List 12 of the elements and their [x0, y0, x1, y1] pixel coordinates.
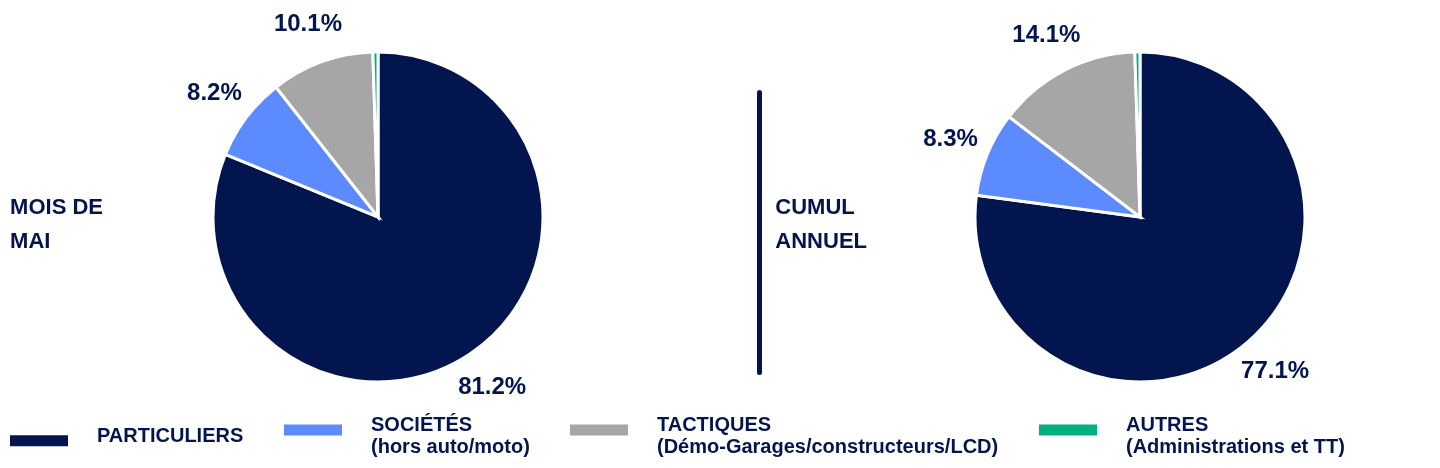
text: MOIS DE MAI: [10, 194, 104, 253]
legend-label: SOCIÉTÉS (hors auto/moto): [371, 413, 530, 457]
data-label: 14.1%: [1012, 19, 1081, 47]
legend-label: PARTICULIERS: [97, 423, 244, 446]
legend-label: AUTRES (Administrations et TT): [1126, 413, 1345, 457]
data-label: 8.2%: [187, 78, 242, 106]
data-label: 77.1%: [1241, 356, 1310, 384]
data-label: 10.1%: [273, 9, 342, 37]
text: CUMUL ANNUEL: [775, 194, 868, 253]
legend-label: TACTIQUES (Démo-Garages/constructeurs/LCD): [657, 413, 999, 457]
data-label: 81.2%: [458, 372, 527, 400]
data-label: 8.3%: [923, 123, 978, 151]
